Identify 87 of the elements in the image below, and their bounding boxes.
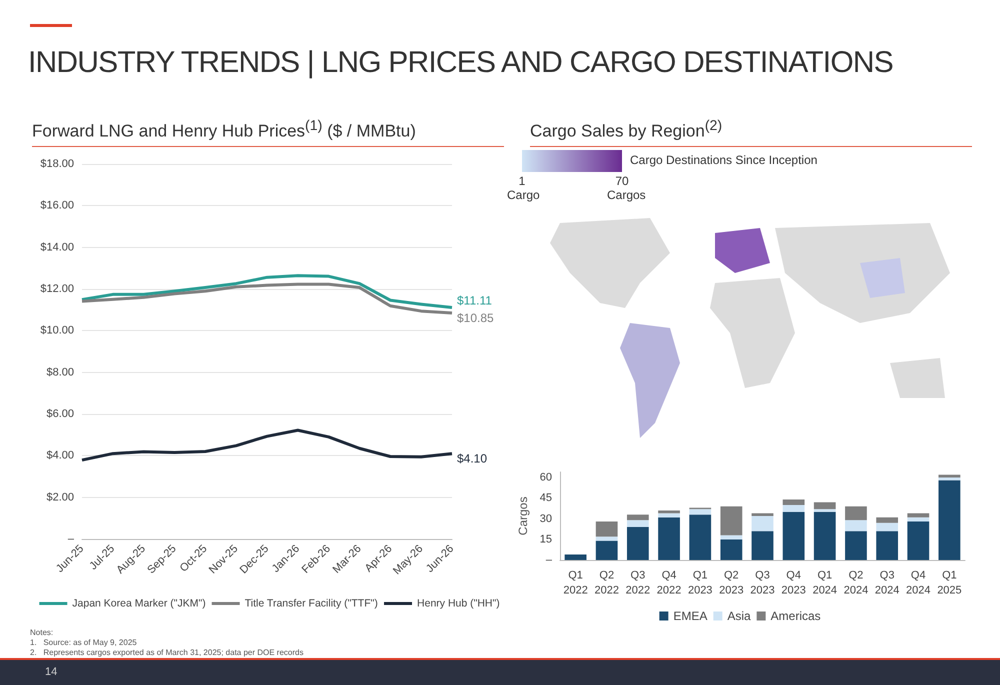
bar bbox=[845, 520, 867, 532]
text: 14 bbox=[45, 666, 58, 678]
legend-label: Japan Korea Marker ("JKM") bbox=[72, 598, 206, 610]
bar bbox=[907, 513, 930, 518]
y-tick-label: $14.00 bbox=[40, 241, 74, 254]
line-series bbox=[80, 274, 454, 310]
data-label: $4.10 bbox=[457, 452, 488, 466]
bar bbox=[720, 539, 742, 560]
bar bbox=[938, 480, 960, 560]
bar bbox=[689, 514, 712, 560]
y-tick-label: 15 bbox=[540, 533, 552, 546]
bar bbox=[596, 522, 618, 537]
x-tick-label: Q1 2024 bbox=[812, 570, 838, 596]
bar bbox=[752, 531, 774, 560]
y-tick-label: $10.00 bbox=[40, 324, 74, 337]
bar bbox=[876, 522, 898, 532]
y-tick-label: $12.00 bbox=[40, 283, 74, 295]
x-tick-label: Q4 2023 bbox=[781, 570, 806, 596]
bar bbox=[782, 500, 805, 505]
x-tick-label: Q3 2023 bbox=[750, 570, 775, 596]
bar bbox=[845, 506, 867, 520]
x-tick-label: Q1 2025 bbox=[937, 570, 962, 596]
bar bbox=[626, 520, 649, 527]
x-tick-label: Q4 2022 bbox=[656, 570, 682, 596]
bar bbox=[814, 509, 836, 512]
bar bbox=[626, 527, 649, 560]
y-tick-label: $2.00 bbox=[46, 491, 74, 504]
text: Cargo Sales by Region$^{(2)}$ bbox=[530, 118, 972, 147]
data-label: $10.85 bbox=[457, 310, 494, 325]
chart-title: Forward LNG and Henry Hub Prices$^{(1)}$ ($ / MMBtu) bbox=[32, 118, 504, 147]
bar bbox=[658, 510, 680, 514]
y-tick-label: $6.00 bbox=[46, 408, 74, 420]
x-tick-label: Q1 2022 bbox=[563, 570, 588, 596]
x-tick-label: Q2 2022 bbox=[594, 570, 619, 596]
bar bbox=[938, 478, 960, 480]
bar bbox=[876, 531, 898, 560]
legend-label: Americas bbox=[770, 609, 821, 623]
y-tick-label: 60 bbox=[540, 472, 552, 484]
text: 1 Cargo bbox=[507, 174, 540, 202]
bar bbox=[814, 512, 836, 560]
color-bar-title: Cargo Destinations Since Inception bbox=[630, 153, 818, 167]
y-tick-label: – bbox=[546, 554, 553, 566]
bar bbox=[658, 513, 680, 518]
legend-label: Henry Hub ("HH") bbox=[417, 598, 500, 610]
x-tick-label: Q3 2024 bbox=[874, 570, 900, 596]
legend-label: EMEA bbox=[673, 609, 708, 623]
bar bbox=[596, 536, 618, 541]
y-axis-title: Cargos bbox=[516, 496, 530, 536]
bar bbox=[814, 502, 836, 510]
x-tick-label: Q1 2023 bbox=[688, 570, 712, 596]
y-tick-label: $18.00 bbox=[40, 158, 74, 170]
y-tick-label: – bbox=[68, 533, 75, 545]
legend-label: Title Transfer Facility ("TTF") bbox=[244, 598, 378, 610]
bar bbox=[752, 513, 774, 516]
y-tick-label: 45 bbox=[540, 492, 552, 504]
text: Notes: bbox=[30, 628, 54, 638]
x-tick-label: Q3 2022 bbox=[626, 570, 650, 596]
bar bbox=[720, 506, 742, 536]
line-series bbox=[80, 282, 454, 314]
bar bbox=[845, 531, 867, 560]
data-label: $11.11 bbox=[457, 294, 492, 308]
text: 2. Represents cargos exported as of March 31, 2025; data per DOE records bbox=[30, 648, 304, 658]
y-tick-label: $4.00 bbox=[46, 450, 74, 462]
text: INDUSTRY TRENDS | LNG PRICES AND CARGO DESTINATIONS bbox=[28, 46, 893, 80]
bar bbox=[782, 512, 805, 560]
y-tick-label: $8.00 bbox=[46, 366, 74, 378]
text: 1. Source: as of May 9, 2025 bbox=[30, 638, 138, 648]
x-tick-label: Q2 2023 bbox=[719, 570, 744, 596]
bar bbox=[689, 509, 712, 515]
bar bbox=[626, 514, 649, 520]
bar bbox=[876, 517, 898, 523]
y-tick-label: $16.00 bbox=[40, 200, 74, 212]
bar bbox=[782, 505, 805, 512]
bar bbox=[938, 474, 960, 478]
line-series bbox=[80, 428, 454, 462]
bar bbox=[907, 522, 930, 560]
bar bbox=[658, 517, 680, 560]
x-tick-label: Q4 2024 bbox=[906, 570, 931, 596]
legend-label: Asia bbox=[727, 609, 751, 623]
bar bbox=[564, 554, 586, 560]
x-tick-label: Q2 2024 bbox=[844, 570, 868, 596]
text: 70 Cargos bbox=[607, 174, 646, 202]
bar bbox=[720, 535, 742, 540]
bar bbox=[907, 517, 930, 522]
bar bbox=[596, 540, 618, 560]
y-tick-label: 30 bbox=[540, 512, 552, 525]
bar bbox=[752, 516, 774, 532]
